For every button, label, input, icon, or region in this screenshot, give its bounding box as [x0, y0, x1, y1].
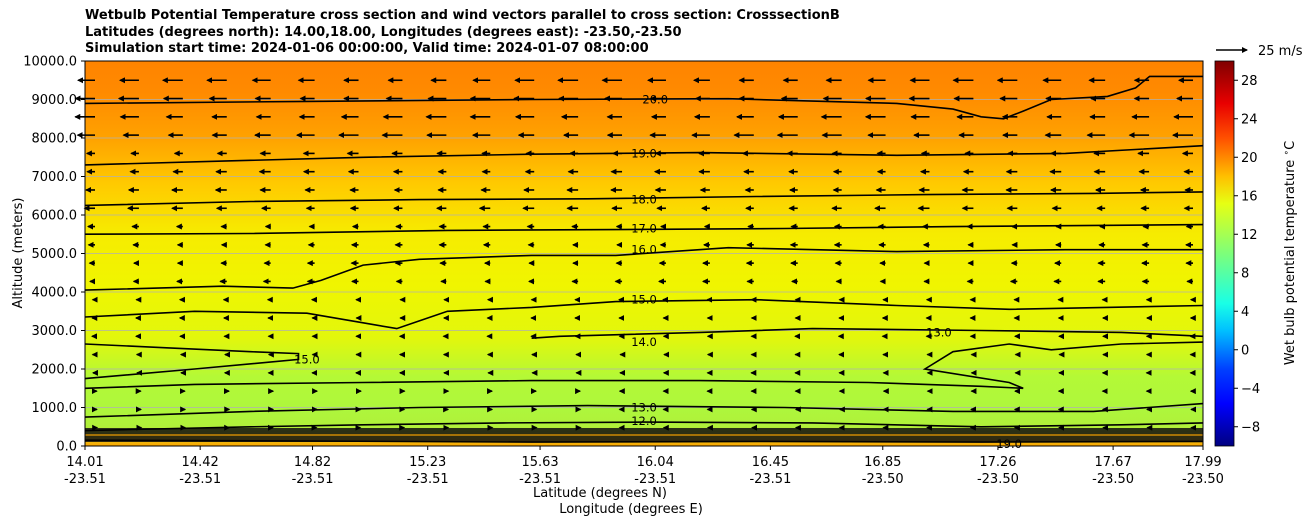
contour-line	[84, 144, 1204, 166]
contour-line	[84, 341, 1204, 390]
y-axis: 0.0 1000.0 2000.0 3000.0 4000.0 5000.0 6000.0 7…	[23, 55, 85, 455]
contour-label: 19.0	[631, 146, 657, 160]
contour-label: 14.0	[631, 335, 657, 349]
contour-line	[84, 75, 1203, 120]
colorbar-tick-label: −8	[1241, 420, 1260, 435]
x-tick-label-lon: -23.51	[179, 472, 221, 487]
x-tick-label-lat: 16.04	[637, 455, 674, 470]
y-tick-label: 4000.0	[32, 286, 78, 301]
contour-label: 15.0	[631, 293, 657, 307]
y-tick-label: 9000.0	[32, 93, 78, 108]
y-tick-label: 7000.0	[32, 170, 78, 185]
quiver-key-label: 25 m/s	[1258, 44, 1303, 59]
x-tick-label-lat: 17.67	[1095, 455, 1132, 470]
contour-line	[531, 327, 1204, 339]
title-line-1: Wetbulb Potential Temperature cross sect…	[85, 8, 840, 23]
contour-line	[84, 223, 1204, 235]
contour-line	[84, 246, 1203, 291]
x-tick-label-lon: -23.51	[407, 472, 449, 487]
colorbar-label: Wet bulb potential temperature ∘C	[1282, 141, 1298, 365]
y-tick-label: 3000.0	[32, 324, 78, 339]
contour-line	[84, 402, 1204, 418]
y-tick-label: 2000.0	[32, 363, 78, 378]
x-tick-label-lon: -23.51	[292, 472, 334, 487]
x-tick-label-lat: 14.42	[182, 455, 219, 470]
x-tick-label-lat: 14.01	[66, 455, 103, 470]
contour-line	[84, 191, 1204, 207]
contour-label: 19.0	[996, 437, 1022, 451]
x-tick-label-lat: 14.82	[294, 455, 331, 470]
surface-contour-band-gap	[85, 434, 1203, 436]
x-axis-label-longitude: Longitude (degrees E)	[559, 502, 703, 517]
contour-line	[84, 421, 1204, 432]
y-tick-label: 0.0	[56, 440, 77, 455]
colorbar-tick-label: −4	[1241, 382, 1260, 397]
x-tick-label-lon: -23.50	[1092, 472, 1134, 487]
x-axis-label-latitude: Latitude (degrees N)	[533, 486, 667, 501]
contour-line	[84, 343, 300, 380]
contour-label: 13.0	[926, 325, 952, 339]
contour-label: 17.0	[631, 221, 657, 235]
x-tick-label-lon: -23.50	[862, 472, 904, 487]
x-tick-label-lon: -23.50	[977, 472, 1019, 487]
x-tick-label-lat: 16.85	[864, 455, 901, 470]
x-tick-label-lat: 15.23	[409, 455, 446, 470]
title-line-2: Latitudes (degrees north): 14.00,18.00, …	[85, 24, 682, 40]
title-line-3: Simulation start time: 2024-01-06 00:00:…	[85, 41, 649, 56]
x-tick-label-lat: 17.99	[1184, 455, 1221, 470]
y-tick-label: 1000.0	[32, 401, 78, 416]
contour-label: 16.0	[631, 243, 657, 257]
contour-label: 15.0	[294, 352, 320, 366]
contour-lines	[84, 75, 1204, 443]
x-axis: 14.01 -23.51 14.42 -23.51 14.82 -23.51 15.23 -2…	[64, 446, 1224, 487]
contour-label: 18.0	[631, 193, 657, 207]
x-tick-label-lon: -23.50	[1182, 472, 1224, 487]
x-tick-label-lon: -23.51	[519, 472, 561, 487]
contour-label: 20.0	[642, 93, 668, 107]
colorbar-tick-label: 28	[1241, 74, 1258, 89]
contour-line	[84, 298, 1204, 330]
y-tick-label: 5000.0	[32, 247, 78, 262]
y-tick-label: 6000.0	[32, 209, 78, 224]
colorbar-tick-label: 0	[1241, 343, 1249, 358]
colorbar	[1214, 60, 1235, 447]
y-tick-label: 8000.0	[32, 132, 78, 147]
x-tick-label-lat: 17.26	[979, 455, 1016, 470]
contour-label: 12.0	[631, 414, 657, 428]
colorbar-tick-label: 24	[1241, 112, 1258, 127]
colorbar-tick-label: 20	[1241, 151, 1258, 166]
x-tick-label-lon: -23.51	[749, 472, 791, 487]
x-tick-label-lon: -23.51	[634, 472, 676, 487]
contour-line	[84, 439, 1204, 443]
colorbar-tick-label: 12	[1241, 228, 1258, 243]
x-tick-label-lat: 15.63	[521, 455, 558, 470]
x-tick-label-lon: -23.51	[64, 472, 106, 487]
x-tick-label-lat: 16.45	[752, 455, 789, 470]
colorbar-ticks: −8 −4 0 4 8 12 16 20 24 28	[1234, 74, 1260, 435]
contour-labels: 20.0 19.0 18.0 17.0 16.0 15.0 14.0 15.0 13.0 13.0…	[294, 93, 1022, 452]
colorbar-tick-label: 4	[1241, 305, 1249, 320]
colorbar-tick-label: 16	[1241, 189, 1258, 204]
contour-label: 13.0	[631, 401, 657, 415]
y-tick-label: 10000.0	[23, 55, 77, 70]
colorbar-tick-label: 8	[1241, 266, 1249, 281]
y-axis-label: Altitude (meters)	[11, 198, 26, 309]
chart-title: Wetbulb Potential Temperature cross sect…	[85, 8, 840, 58]
